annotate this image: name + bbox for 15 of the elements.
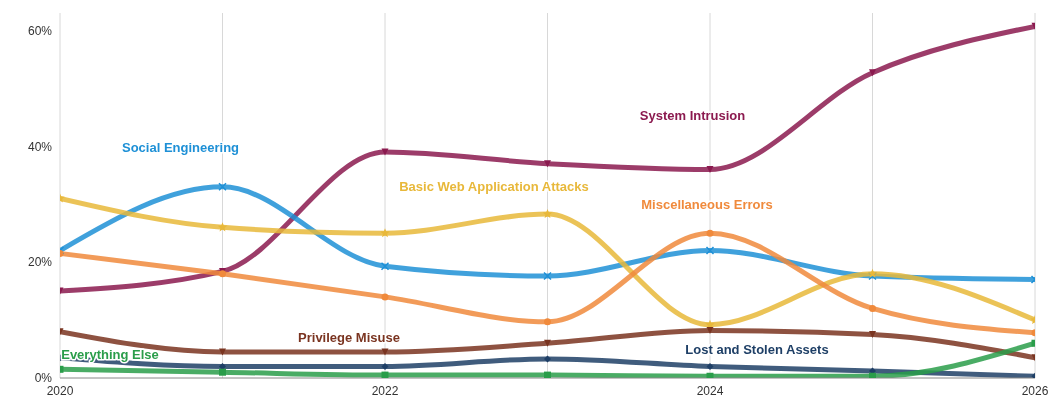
text: Social Engineering [121,140,240,156]
series-label: Miscellaneous Errors [641,196,773,212]
y-tick-label: 60% [27,23,53,38]
text: System Intrusion [639,108,746,124]
text: Basic Web Application Attacks [399,178,589,194]
x-tick-label: 2024 [696,383,724,398]
x-tick-label: 2020 [46,383,74,398]
y-tick-label: 40% [27,139,53,154]
series-label: Privilege Misuse [298,330,400,346]
x-tick-label: 2022 [371,383,399,398]
x-tick-label: 2026 [1021,383,1049,398]
series-label: Lost and Stolen Assets [685,341,829,357]
y-tick-label: 20% [27,255,53,270]
y-tick-label: 0% [34,371,53,386]
series-label: Everything Else [61,346,159,362]
